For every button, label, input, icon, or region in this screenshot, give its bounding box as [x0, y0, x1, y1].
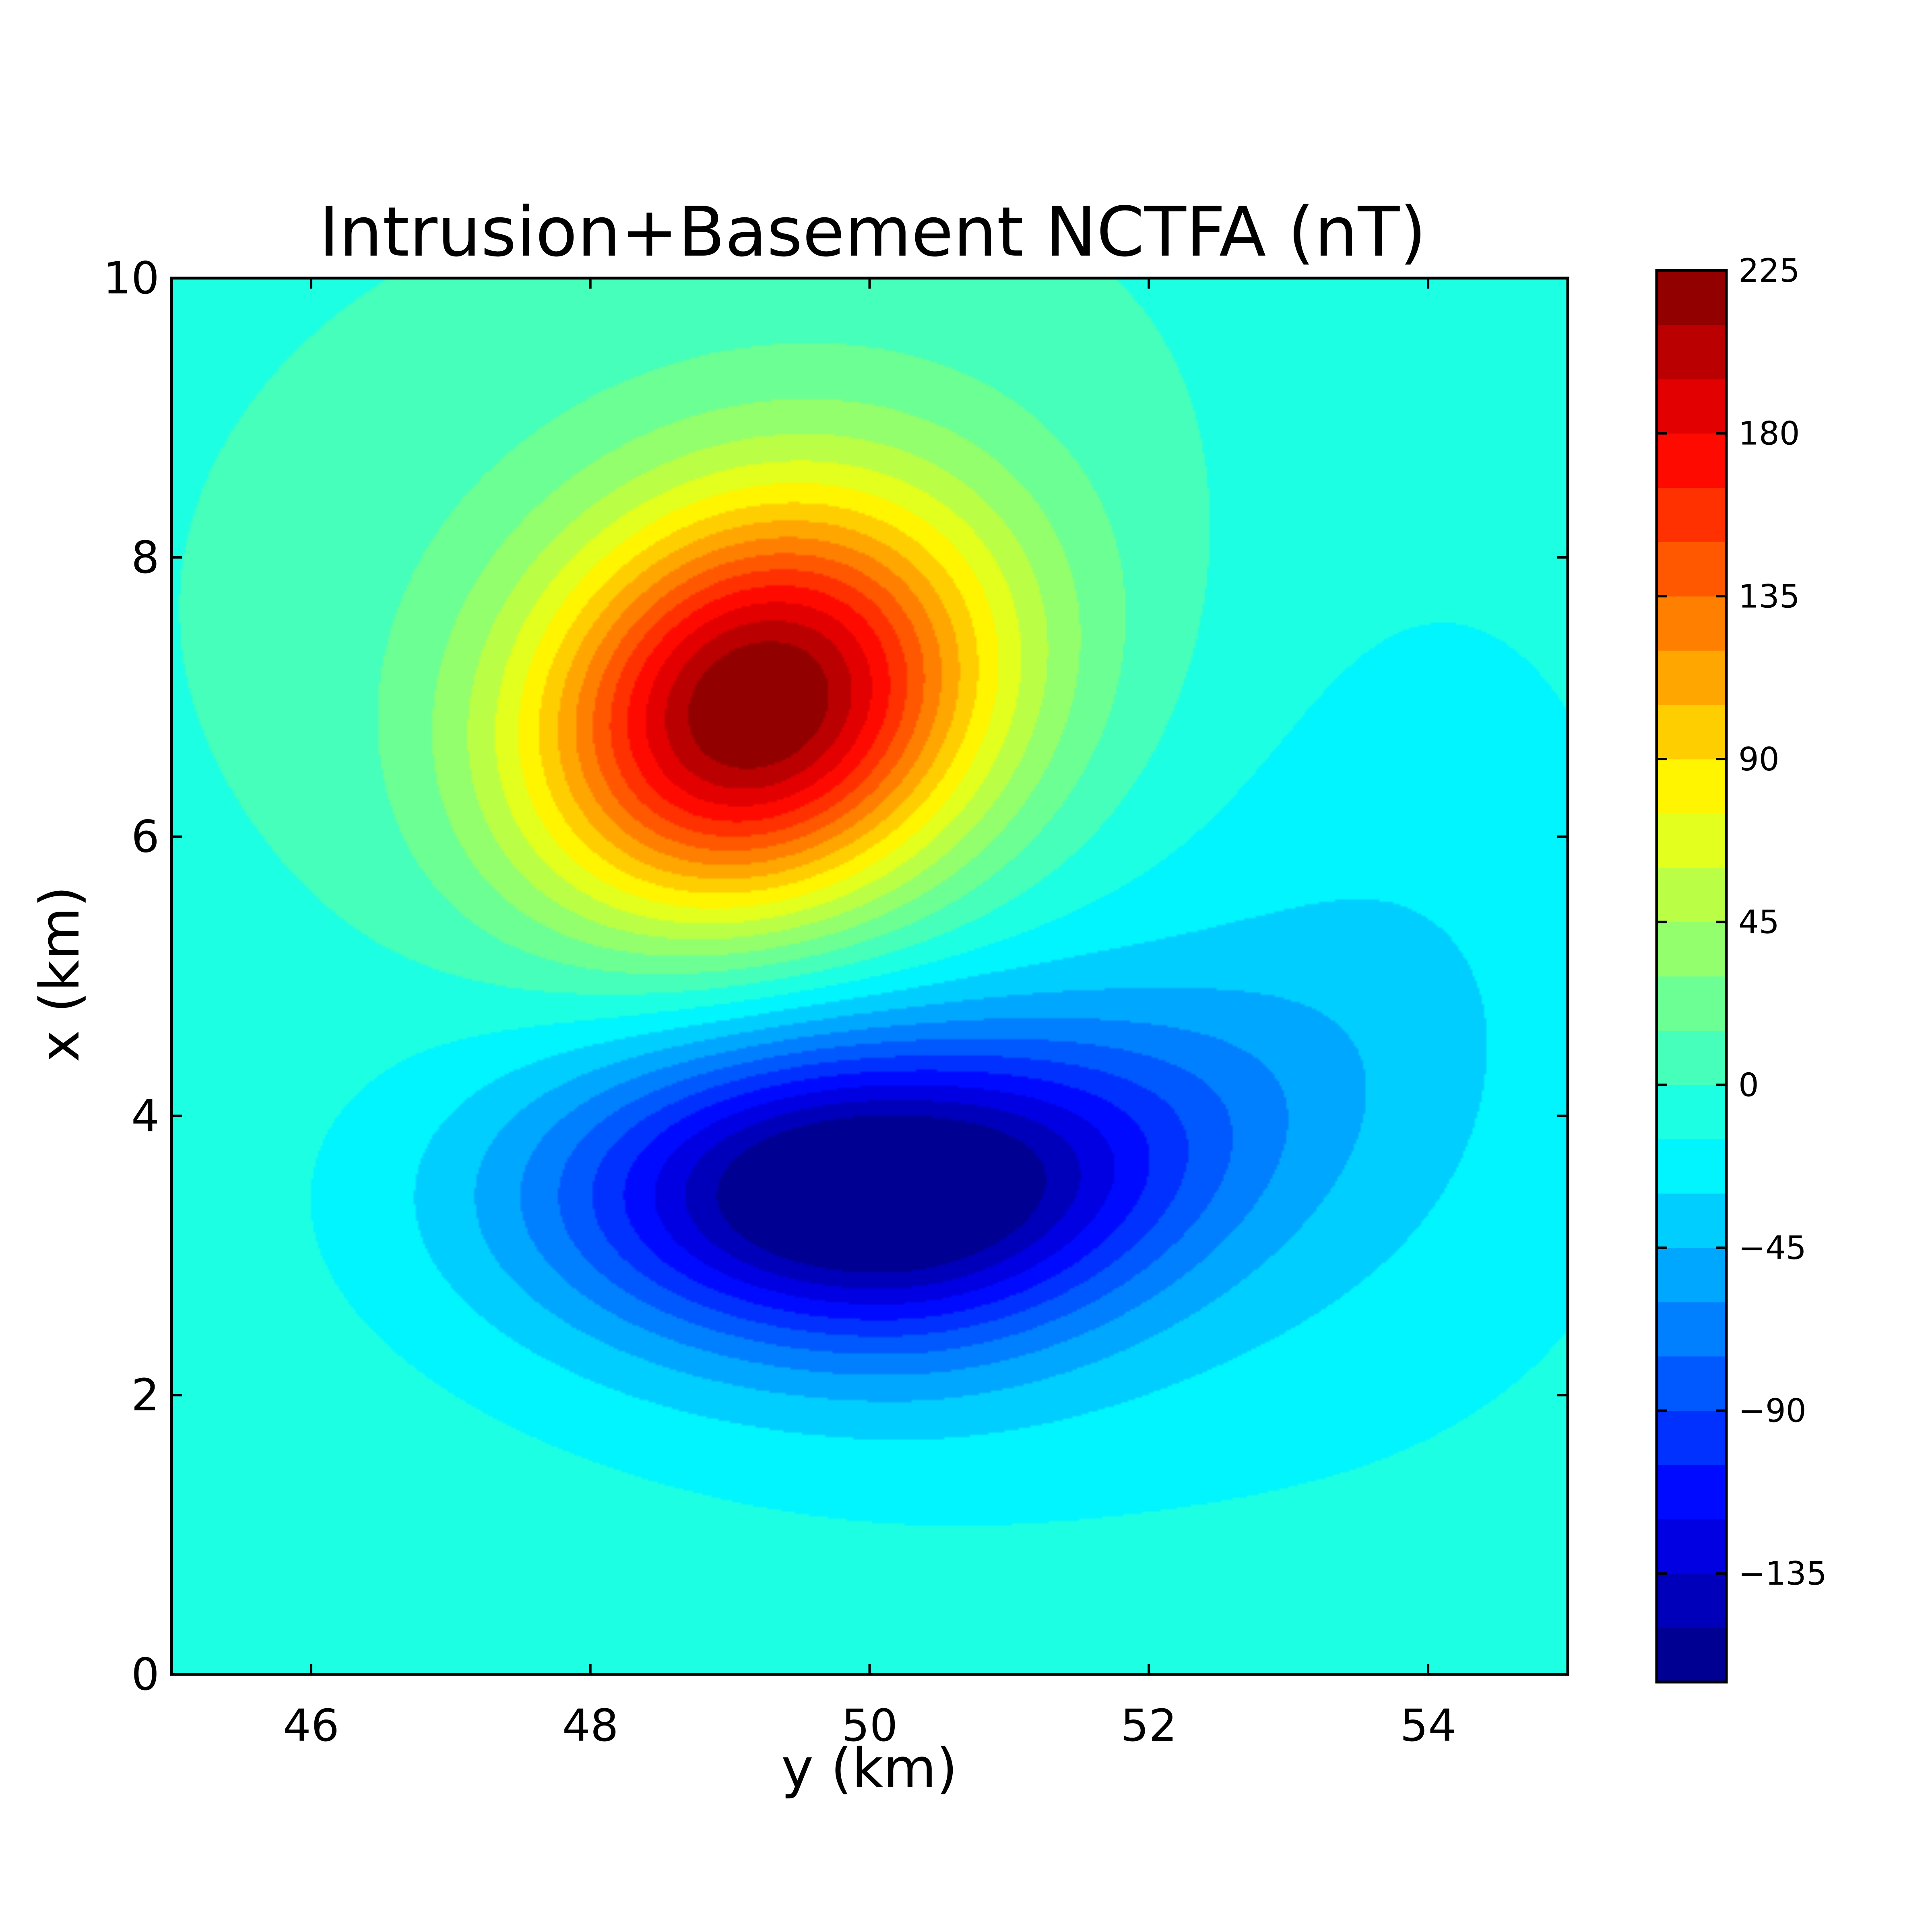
colorbar-band [1657, 867, 1726, 923]
colorbar-band [1657, 1247, 1726, 1302]
y-tick-label: 2 [131, 1369, 159, 1421]
colorbar-band [1657, 379, 1726, 434]
colorbar-ticks: 225 180 135 90 45 0 −45 −90 −135 [1657, 252, 1827, 1592]
x-tick-label: 54 [1400, 1700, 1456, 1751]
y-axis-label: x (km) [28, 886, 91, 1062]
x-axis: 46 48 50 52 54 [283, 278, 1456, 1751]
colorbar-band [1657, 759, 1726, 814]
colorbar-band [1657, 1356, 1726, 1411]
y-tick-label: 0 [131, 1649, 159, 1700]
colorbar-band [1657, 1085, 1726, 1139]
x-tick-label: 48 [562, 1700, 619, 1751]
y-tick-label: 10 [103, 252, 159, 304]
colorbar-tick-label: 225 [1738, 252, 1800, 289]
colorbar-band [1657, 1193, 1726, 1248]
colorbar-band [1657, 705, 1726, 760]
colorbar-band [1657, 270, 1726, 325]
colorbar-tick-label: 90 [1738, 741, 1779, 778]
colorbar-band [1657, 433, 1726, 488]
colorbar-tick-label: −90 [1738, 1392, 1806, 1430]
colorbar-tick-label: −45 [1738, 1229, 1806, 1267]
colorbar-band [1657, 650, 1726, 705]
colorbar-band [1657, 1573, 1726, 1628]
colorbar-tick-label: 0 [1738, 1066, 1759, 1104]
colorbar-band [1657, 813, 1726, 868]
colorbar-band [1657, 324, 1726, 380]
colorbar-frame [1655, 269, 1728, 1684]
x-tick-label: 46 [283, 1700, 339, 1751]
colorbar: 225 180 135 90 45 0 −45 −90 −135 [1655, 252, 1827, 1684]
x-axis-label: y (km) [781, 1737, 958, 1800]
colorbar-band [1657, 976, 1726, 1031]
colorbar-band [1657, 542, 1726, 597]
colorbar-tick-label: 180 [1738, 415, 1800, 452]
colorbar-band [1657, 1302, 1726, 1357]
contour-field [171, 278, 1568, 1674]
x-tick-label: 50 [842, 1700, 898, 1751]
colorbar-band [1657, 922, 1726, 976]
colorbar-band [1657, 1139, 1726, 1194]
colorbar-band [1657, 1519, 1726, 1574]
colorbar-band [1657, 1628, 1726, 1682]
x-tick-label: 52 [1121, 1700, 1177, 1751]
colorbar-band [1657, 596, 1726, 651]
colorbar-tick-label: 45 [1738, 904, 1779, 941]
colorbar-band [1657, 1410, 1726, 1465]
colorbar-band [1657, 1030, 1726, 1085]
colorbar-band [1657, 1465, 1726, 1519]
y-tick-label: 4 [131, 1090, 159, 1141]
y-tick-label: 8 [131, 532, 159, 583]
plot-area [170, 277, 1569, 1676]
y-axis: 0 2 4 6 8 10 [103, 252, 1568, 1700]
colorbar-band [1657, 487, 1726, 542]
y-tick-label: 6 [131, 811, 159, 863]
colorbar-bands [1657, 270, 1726, 1682]
colorbar-tick-label: 135 [1738, 578, 1800, 615]
colorbar-tick-label: −135 [1738, 1555, 1827, 1592]
chart-title: Intrusion+Basement NCTFA (nT) [319, 192, 1426, 272]
